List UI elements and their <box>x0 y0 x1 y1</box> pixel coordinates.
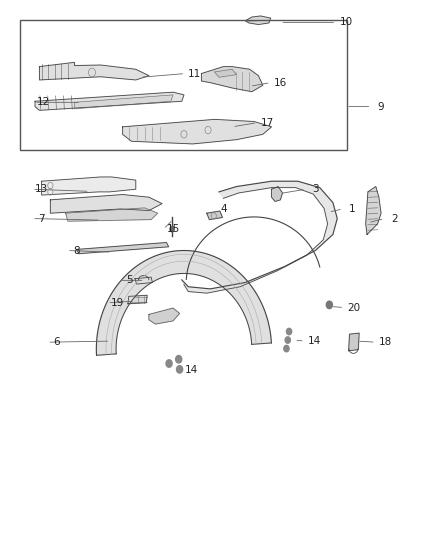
Polygon shape <box>272 187 283 201</box>
Polygon shape <box>35 92 184 110</box>
Polygon shape <box>366 187 381 235</box>
Text: 17: 17 <box>261 118 274 127</box>
Circle shape <box>176 356 182 363</box>
Polygon shape <box>215 69 237 77</box>
Polygon shape <box>42 177 136 195</box>
Text: 5: 5 <box>126 276 133 285</box>
Text: 18: 18 <box>379 337 392 347</box>
Text: 10: 10 <box>339 18 353 27</box>
Polygon shape <box>349 333 359 351</box>
Circle shape <box>286 328 292 335</box>
Text: 7: 7 <box>38 214 45 223</box>
Polygon shape <box>149 308 180 324</box>
Polygon shape <box>135 277 152 284</box>
Polygon shape <box>182 181 337 293</box>
Text: 6: 6 <box>53 337 60 347</box>
Text: 15: 15 <box>166 224 180 234</box>
Text: 9: 9 <box>378 102 385 111</box>
Text: 13: 13 <box>35 184 48 194</box>
Text: 3: 3 <box>312 184 319 194</box>
Polygon shape <box>66 208 158 221</box>
Polygon shape <box>74 95 173 109</box>
Circle shape <box>166 360 172 367</box>
Circle shape <box>170 227 174 232</box>
Text: 12: 12 <box>37 98 50 107</box>
Polygon shape <box>77 243 169 254</box>
Text: 20: 20 <box>347 303 360 312</box>
Polygon shape <box>128 295 147 304</box>
Polygon shape <box>39 62 149 80</box>
Polygon shape <box>201 67 263 92</box>
Circle shape <box>326 301 332 309</box>
Text: 11: 11 <box>188 69 201 78</box>
Polygon shape <box>96 251 272 356</box>
Text: 19: 19 <box>110 298 124 308</box>
Text: 14: 14 <box>185 365 198 375</box>
Polygon shape <box>50 195 162 213</box>
Text: 4: 4 <box>220 205 227 214</box>
Circle shape <box>284 345 289 352</box>
Text: 8: 8 <box>73 246 80 255</box>
Text: 16: 16 <box>274 78 287 87</box>
Text: 1: 1 <box>349 204 356 214</box>
Polygon shape <box>207 211 223 220</box>
Polygon shape <box>245 16 271 25</box>
Polygon shape <box>123 119 272 144</box>
Circle shape <box>177 366 183 373</box>
Text: 2: 2 <box>391 214 398 223</box>
Text: 14: 14 <box>308 336 321 346</box>
Circle shape <box>285 337 290 343</box>
Bar <box>20 20 347 150</box>
